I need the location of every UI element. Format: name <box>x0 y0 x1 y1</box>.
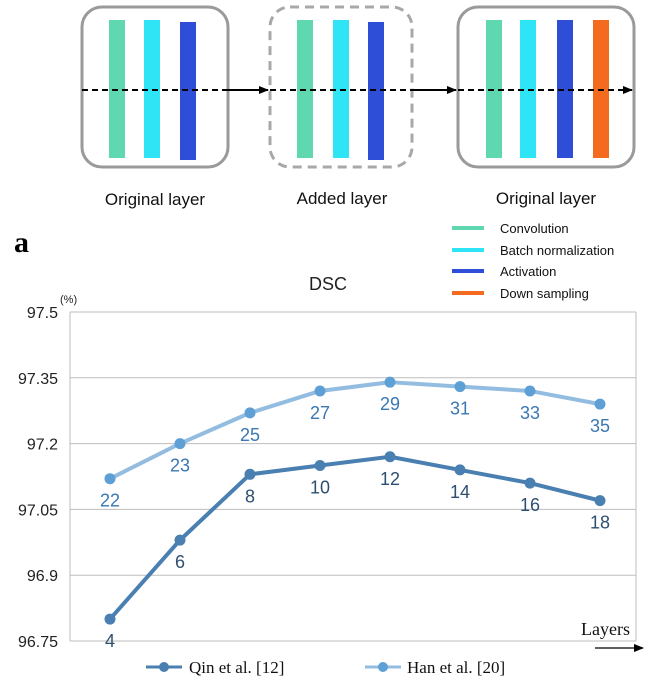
data-point <box>454 464 466 476</box>
y-tick-label: 97.5 <box>27 305 58 322</box>
data-label: 29 <box>380 394 400 414</box>
data-point <box>174 534 186 546</box>
original-layer-block-1 <box>80 5 230 169</box>
data-point <box>524 385 536 397</box>
series-line-qin <box>108 454 601 621</box>
block-label: Original layer <box>496 189 596 208</box>
data-label: 18 <box>590 513 610 533</box>
data-point <box>384 376 396 388</box>
block-label: Original layer <box>105 190 205 209</box>
y-tick-label: 97.2 <box>27 437 58 454</box>
y-tick-labels: 96.75 96.9 97.05 97.2 97.35 97.5 <box>18 305 58 651</box>
data-point <box>104 473 116 485</box>
grid-lines <box>70 311 636 642</box>
y-tick-label: 97.05 <box>18 502 58 519</box>
data-label: 25 <box>240 425 260 445</box>
legend-label: Convolution <box>500 221 569 236</box>
legend-label-qin: Qin et al. [12] <box>189 658 284 677</box>
data-label: 35 <box>590 416 610 436</box>
data-point <box>174 438 186 450</box>
data-point <box>314 385 326 397</box>
data-point <box>594 495 606 507</box>
legend-label: Batch normalization <box>500 243 614 258</box>
data-label: 16 <box>520 495 540 515</box>
legend-marker-han <box>378 662 388 672</box>
data-label: 10 <box>310 478 330 498</box>
legend-label: Activation <box>500 264 556 279</box>
data-label: 23 <box>170 456 190 476</box>
data-point <box>384 451 396 463</box>
y-tick-label: 96.9 <box>27 568 58 585</box>
data-label: 22 <box>100 491 120 511</box>
data-point <box>314 460 326 472</box>
block-label: Added layer <box>297 189 388 208</box>
series-line-han <box>109 380 601 481</box>
legend-marker-qin <box>159 662 169 672</box>
data-label: 31 <box>450 399 470 419</box>
data-point <box>244 468 256 480</box>
x-axis-label: Layers <box>581 619 630 639</box>
legend-label-han: Han et al. [20] <box>407 658 505 677</box>
chart-title: DSC <box>309 274 347 294</box>
panel-label: a <box>14 226 29 259</box>
data-label: 33 <box>520 403 540 423</box>
legend-label: Down sampling <box>500 286 589 301</box>
dsc-line-chart: DSC (%) 96.75 96.9 97.05 97.2 97.35 97.5 4 6 8 1… <box>18 274 644 677</box>
layer-diagram: Original layer Added layer Original laye… <box>14 5 636 301</box>
data-point <box>244 407 256 419</box>
data-point <box>104 613 116 625</box>
original-layer-block-2 <box>456 5 636 169</box>
y-axis-unit: (%) <box>60 294 77 306</box>
data-label: 8 <box>245 486 255 506</box>
data-label: 12 <box>380 469 400 489</box>
data-point <box>594 398 606 410</box>
y-tick-label: 96.75 <box>18 634 58 651</box>
data-label: 27 <box>310 403 330 423</box>
data-label: 4 <box>105 631 115 651</box>
data-point <box>454 381 466 393</box>
added-layer-block <box>268 5 414 169</box>
series-layer: 4 6 8 10 12 14 16 18 22 23 25 27 29 31 33 35 <box>100 376 610 651</box>
data-point <box>524 477 536 489</box>
data-label: 14 <box>450 482 470 502</box>
y-tick-label: 97.35 <box>18 371 58 388</box>
activation-bar <box>557 20 573 158</box>
data-label: 6 <box>175 552 185 572</box>
